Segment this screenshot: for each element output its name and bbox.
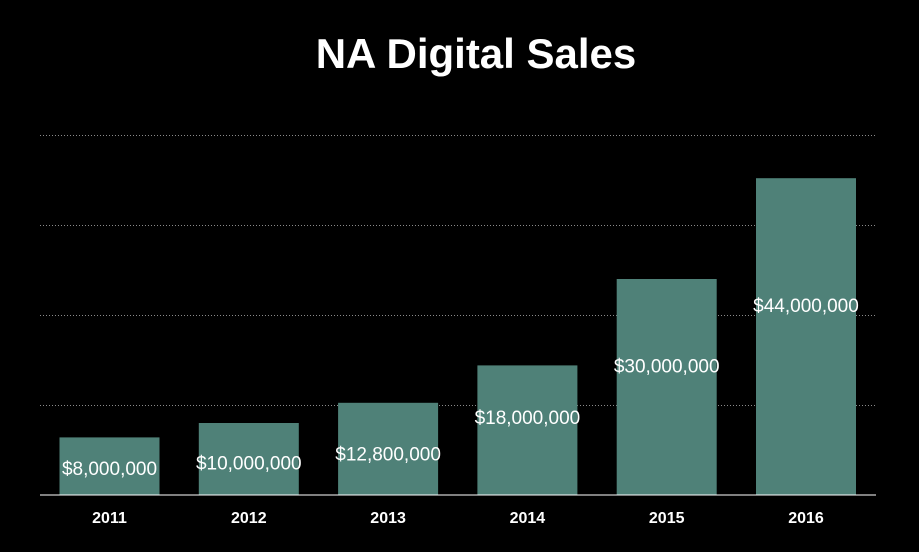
x-tick-labels: 2011 2012 2013 2014 2015 2016 bbox=[92, 510, 824, 527]
x-tick-label-2014: 2014 bbox=[510, 510, 546, 527]
chart-title: NA Digital Sales bbox=[316, 30, 637, 77]
gridlines bbox=[40, 135, 876, 406]
data-label-2015: $30,000,000 bbox=[614, 356, 720, 377]
x-tick-label-2011: 2011 bbox=[92, 510, 127, 527]
bar-2016 bbox=[756, 178, 856, 495]
bar-2012 bbox=[198, 423, 299, 495]
x-tick-label-2012: 2012 bbox=[231, 510, 267, 527]
bar-2013 bbox=[338, 402, 439, 495]
data-label-2014: $18,000,000 bbox=[475, 408, 581, 429]
x-tick-label-2016: 2016 bbox=[788, 510, 824, 527]
bar-2015 bbox=[616, 279, 717, 495]
bar-2011 bbox=[59, 437, 160, 495]
bar-2014 bbox=[477, 365, 578, 495]
data-label-2011: $8,000,000 bbox=[62, 459, 157, 480]
data-label-2012: $10,000,000 bbox=[196, 454, 302, 475]
data-labels: $8,000,000 $10,000,000 $12,800,000 $18,000,… bbox=[62, 296, 859, 480]
x-tick-label-2015: 2015 bbox=[649, 510, 685, 527]
data-label-2016: $44,000,000 bbox=[753, 296, 859, 317]
x-tick-label-2013: 2013 bbox=[370, 510, 406, 527]
bars bbox=[59, 178, 856, 495]
data-label-2013: $12,800,000 bbox=[335, 445, 441, 466]
